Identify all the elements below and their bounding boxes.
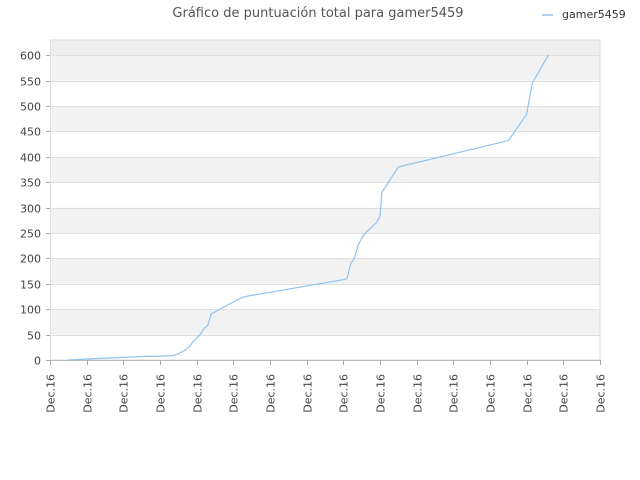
plot-band (50, 309, 600, 335)
y-tick-label: 600 (20, 50, 41, 63)
y-tick-label: 350 (20, 177, 41, 190)
y-tick-label: 200 (20, 253, 41, 266)
plot-band (50, 156, 600, 183)
chart-title: Gráfico de puntuación total para gamer54… (172, 6, 463, 21)
plot-band (50, 334, 600, 360)
x-tick-label: Dec.16 (412, 374, 425, 413)
y-tick-label: 150 (20, 279, 41, 292)
plot-band (50, 80, 600, 107)
plot-band-top (50, 40, 600, 56)
x-tick-label: Dec.16 (522, 374, 535, 413)
legend[interactable]: gamer5459 (542, 8, 626, 21)
y-tick-label: 250 (20, 228, 41, 241)
x-tick-label: Dec.16 (338, 374, 351, 413)
plot-band (50, 106, 600, 132)
x-tick-label: Dec.16 (155, 374, 168, 413)
x-tick-label: Dec.16 (265, 374, 278, 413)
x-tick-label: Dec.16 (45, 374, 58, 413)
x-tick-label: Dec.16 (558, 374, 571, 413)
y-tick-label: 50 (27, 330, 41, 343)
y-tick-label: 550 (20, 76, 41, 89)
x-tick-label: Dec.16 (485, 374, 498, 413)
plot-band (50, 258, 600, 284)
y-tick-label: 100 (20, 304, 41, 317)
series-line-gamer5459 (68, 54, 550, 361)
y-tick-label: 300 (20, 203, 41, 216)
x-tick-label: Dec.16 (595, 374, 608, 413)
plot-band (50, 283, 600, 310)
x-tick-label: Dec.16 (228, 374, 241, 413)
x-tick-label: Dec.16 (118, 374, 131, 413)
y-tick-label: 0 (34, 355, 41, 368)
x-tick-label: Dec.16 (192, 374, 205, 413)
plot-bands-group (50, 40, 600, 360)
series-group (68, 54, 550, 361)
x-tick-label: Dec.16 (448, 374, 461, 413)
legend-label: gamer5459 (562, 8, 626, 21)
plot-band (50, 182, 600, 208)
plot-band (50, 233, 600, 259)
x-axis-group: Dec.16 Dec.16 Dec.16 Dec.16 Dec.16 Dec.16 Dec.… (45, 360, 608, 413)
x-tick-label: Dec.16 (82, 374, 95, 413)
y-tick-label: 400 (20, 152, 41, 165)
x-tick-label: Dec.16 (302, 374, 315, 413)
x-tick-label: Dec.16 (375, 374, 388, 413)
plot-band (50, 207, 600, 234)
y-tick-label: 450 (20, 126, 41, 139)
plot-band (50, 131, 600, 157)
y-axis-group: 0 50 100 150 200 250 300 350 400 450 500 550 600 (20, 50, 50, 368)
plot-band (50, 55, 600, 81)
y-tick-label: 500 (20, 101, 41, 114)
